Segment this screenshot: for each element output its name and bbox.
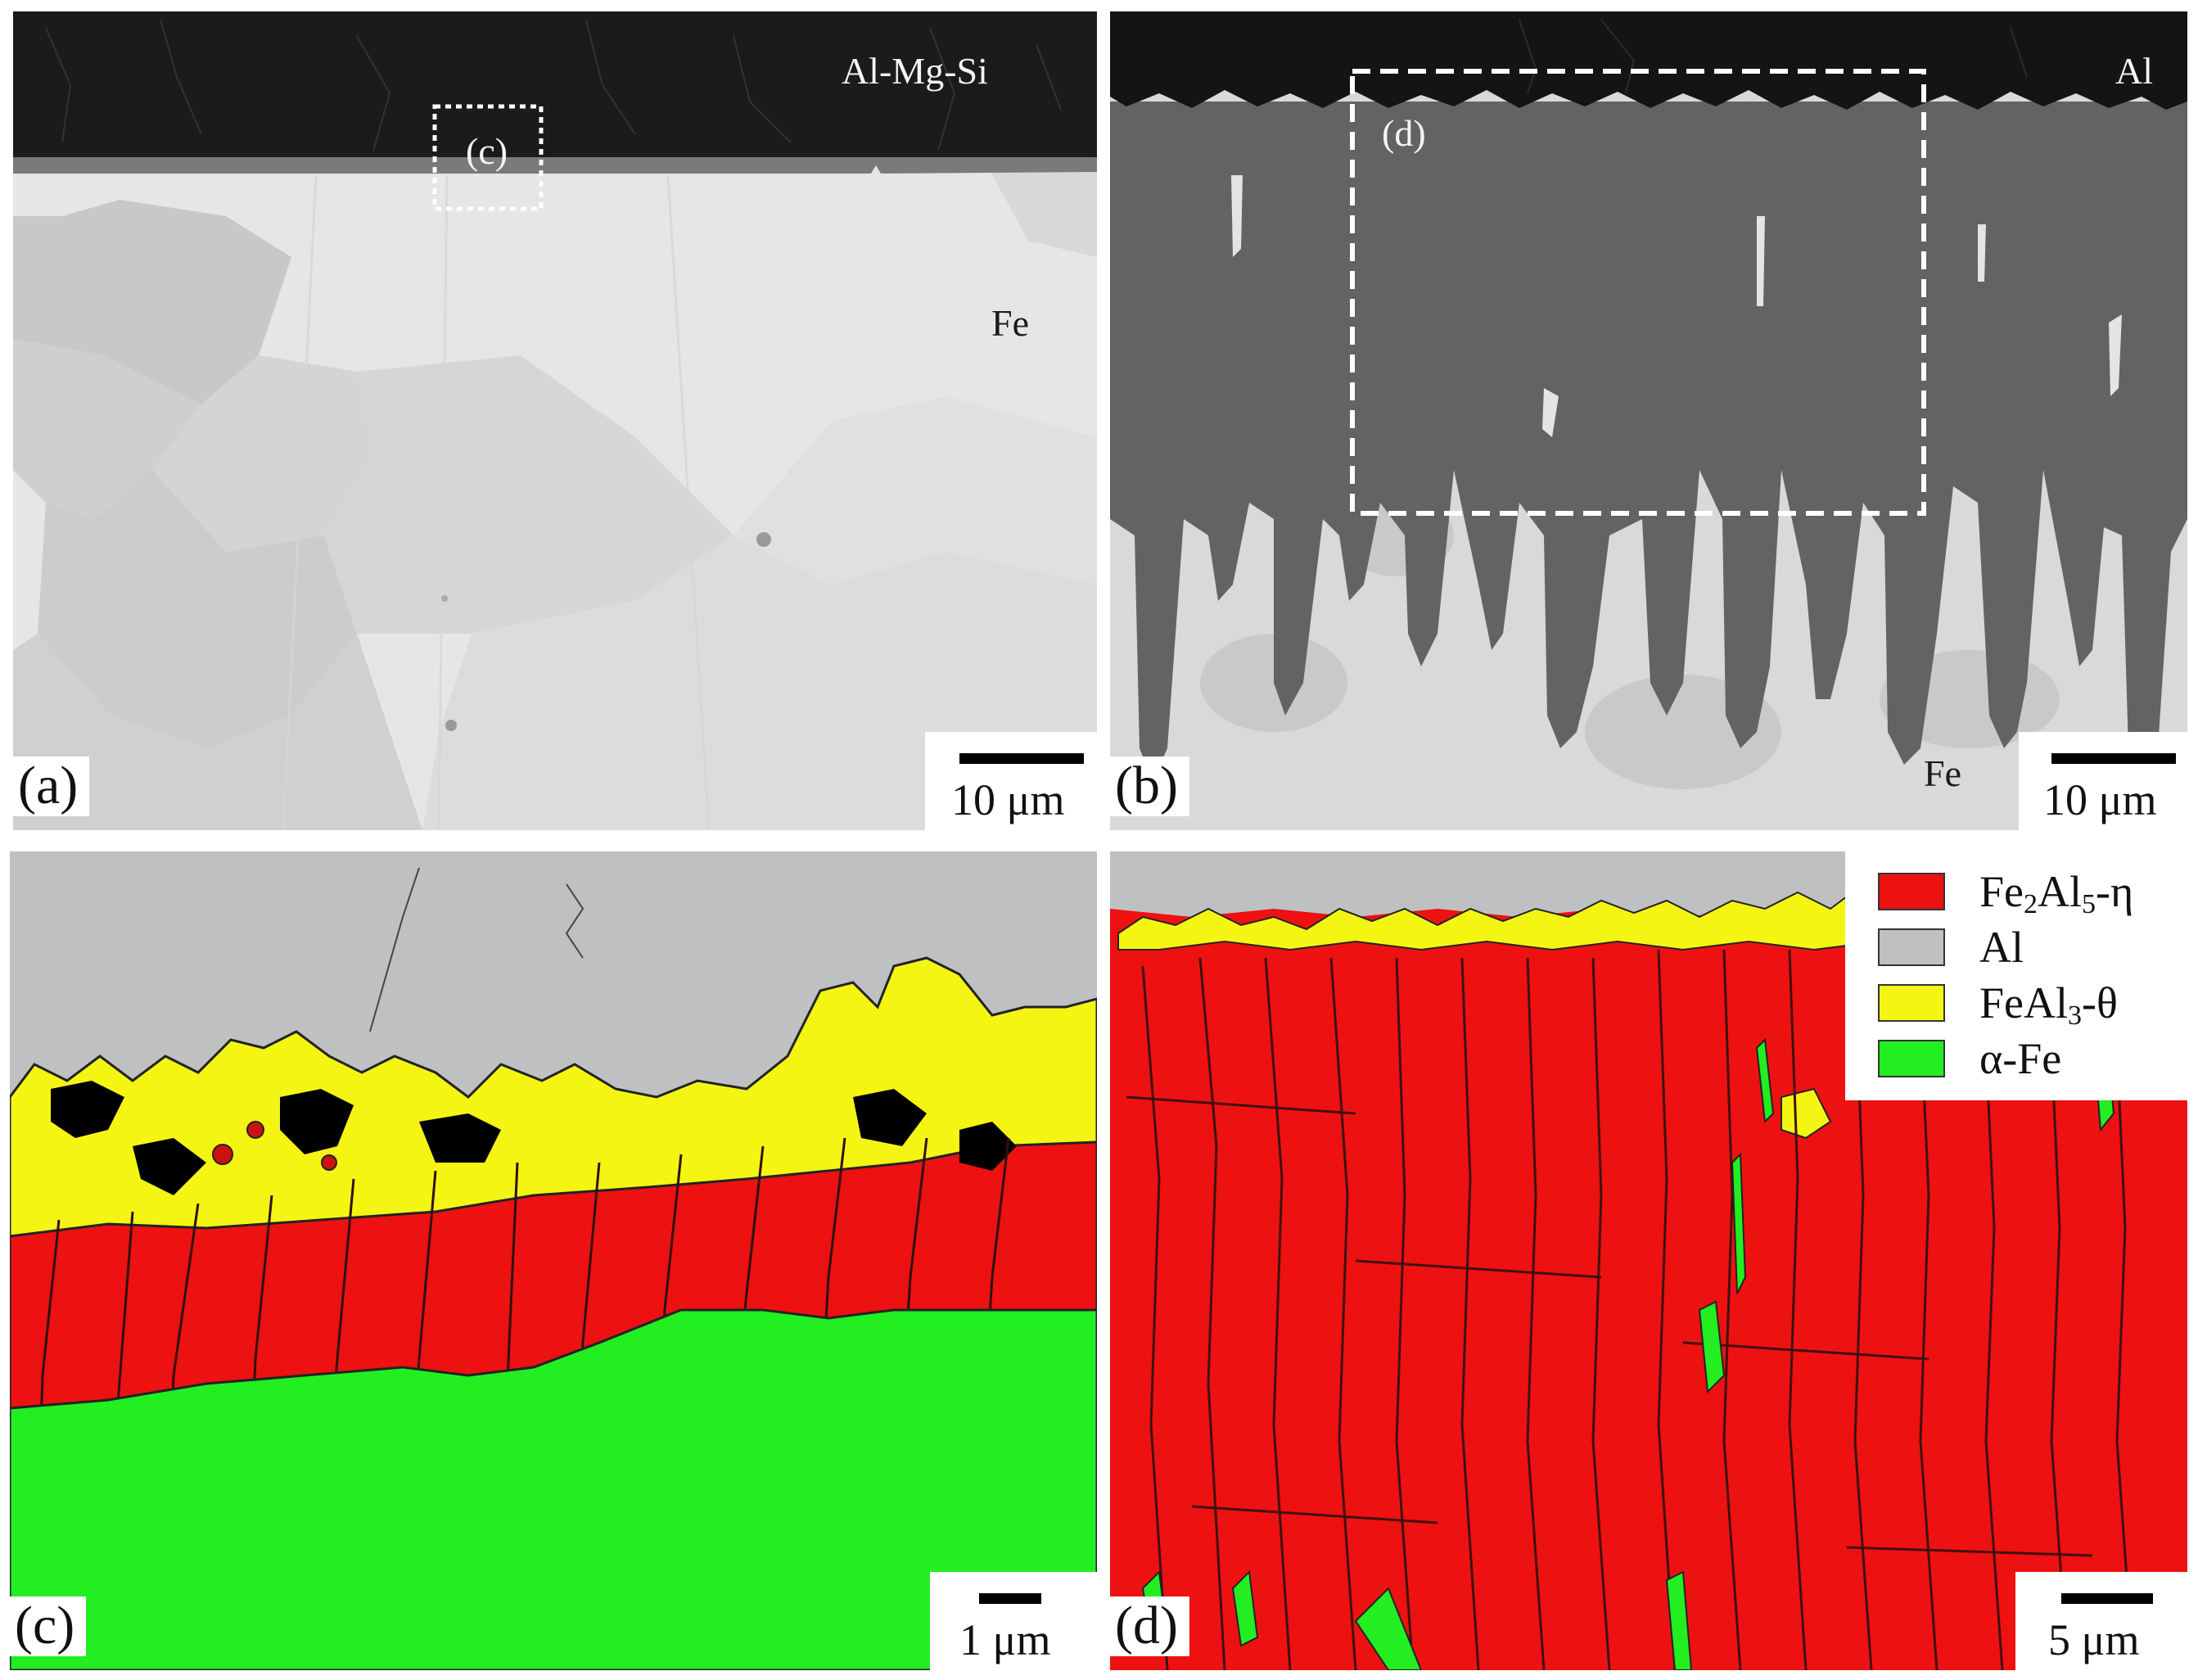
panel-b-sem-image: Al (d) Fe (b) 10 μm: [1110, 11, 2187, 830]
legend-label: Fe2Al5-η: [1979, 867, 2134, 919]
panel-label-b: (b): [1110, 756, 1189, 816]
phase-legend: Fe2Al5-η Al FeAl3-θ α-Fe: [1845, 851, 2187, 1100]
legend-item-eta: Fe2Al5-η: [1878, 866, 2181, 919]
panel-a-micrograph: [13, 11, 1097, 830]
scale-bar-text: 10 μm: [951, 775, 1065, 824]
legend-swatch: [1878, 1040, 1945, 1077]
inset-box-c: [432, 104, 544, 211]
panel-label-d: (d): [1110, 1596, 1189, 1656]
legend-swatch: [1878, 873, 1945, 910]
panel-c-ebsd-map: (c) 1 μm: [10, 851, 1097, 1670]
legend-item-alpha-fe: α-Fe: [1878, 1033, 2181, 1082]
panel-label-c: (c): [10, 1596, 87, 1656]
region-label-al: Al: [2115, 50, 2153, 92]
panel-b-micrograph: [1110, 11, 2187, 830]
panel-label-a: (a): [13, 756, 90, 816]
scale-bar-text: 1 μm: [959, 1615, 1051, 1664]
legend-swatch: [1878, 928, 1945, 966]
inset-label-c: (c): [466, 130, 508, 172]
scale-bar-b: 10 μm: [2019, 732, 2187, 830]
legend-label: α-Fe: [1979, 1034, 2062, 1083]
panel-c-phase-map: [10, 851, 1097, 1670]
legend-swatch: [1878, 984, 1945, 1022]
region-label-fe: Fe: [991, 302, 1029, 344]
scale-bar-text: 5 μm: [2048, 1615, 2140, 1664]
inset-label-d: (d): [1382, 112, 1426, 154]
region-label-al-mg-si: Al-Mg-Si: [842, 50, 988, 92]
scale-bar-line: [979, 1593, 1041, 1604]
scale-bar-d: 5 μm: [2015, 1572, 2187, 1670]
legend-label: FeAl3-θ: [1979, 978, 2118, 1031]
legend-item-al: Al: [1878, 922, 2181, 971]
scale-bar-text: 10 μm: [2043, 775, 2157, 824]
legend-item-theta: FeAl3-θ: [1878, 978, 2181, 1031]
inset-box-d: [1350, 69, 1926, 516]
scale-bar-line: [2051, 753, 2176, 764]
scale-bar-c: 1 μm: [930, 1572, 1097, 1670]
panel-a-sem-image: Al-Mg-Si (c) Fe (a) 10 μm: [13, 11, 1097, 830]
region-label-fe: Fe: [1924, 752, 1961, 794]
scale-bar-line: [959, 753, 1084, 764]
scale-bar-a: 10 μm: [925, 732, 1097, 830]
scale-bar-line: [2061, 1593, 2153, 1604]
legend-label: Al: [1979, 923, 2024, 972]
